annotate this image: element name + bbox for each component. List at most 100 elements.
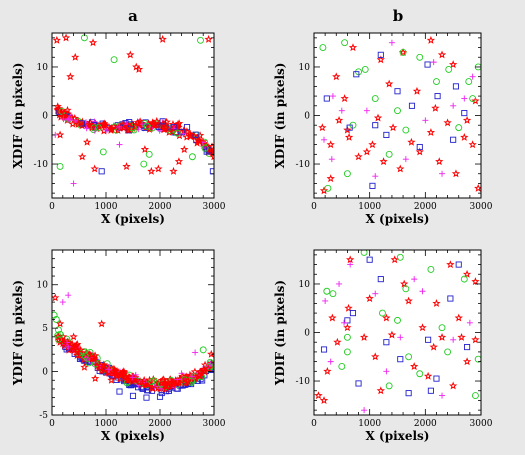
x-tick-label: 0 bbox=[49, 202, 55, 212]
red-star-point bbox=[431, 103, 440, 112]
green-circle-point bbox=[56, 330, 64, 338]
red-star-point bbox=[368, 140, 377, 149]
red-star-point bbox=[76, 345, 85, 354]
green-circle-point bbox=[90, 124, 98, 132]
plot-area bbox=[314, 250, 481, 415]
red-star-point bbox=[437, 332, 447, 341]
blue-square-point bbox=[344, 317, 351, 324]
magenta-plus-point bbox=[65, 115, 72, 122]
blue-square-point bbox=[349, 310, 357, 317]
green-circle-point bbox=[323, 287, 331, 295]
blue-square-point bbox=[192, 131, 199, 138]
blue-square-point bbox=[425, 336, 432, 343]
red-star-point bbox=[72, 341, 81, 350]
magenta-plus-point bbox=[329, 93, 336, 100]
green-circle-point bbox=[110, 56, 118, 64]
green-circle-point bbox=[455, 124, 463, 132]
magenta-plus-point bbox=[106, 366, 113, 373]
magenta-plus-point bbox=[430, 59, 437, 66]
green-circle-point bbox=[341, 39, 349, 47]
magenta-plus-point bbox=[439, 170, 446, 177]
red-star-point bbox=[204, 364, 213, 373]
plot-area bbox=[52, 250, 214, 415]
y-tick-label: 0 bbox=[304, 329, 310, 339]
red-star-point bbox=[119, 369, 129, 378]
red-star-point bbox=[328, 313, 337, 322]
magenta-plus-point bbox=[328, 156, 335, 163]
red-star-point bbox=[124, 121, 133, 130]
red-star-point bbox=[99, 360, 108, 369]
green-circle-point bbox=[188, 153, 196, 161]
red-star-point bbox=[346, 255, 355, 264]
magenta-plus-point bbox=[103, 127, 110, 134]
red-star-point bbox=[449, 381, 458, 390]
magenta-plus-point bbox=[361, 407, 368, 414]
x-axis-title: X (pixels) bbox=[101, 429, 165, 443]
x-axis-title: X (pixels) bbox=[101, 212, 165, 226]
blue-square-point bbox=[129, 392, 137, 399]
red-star-point bbox=[471, 96, 480, 105]
red-star-point bbox=[319, 186, 329, 195]
red-star-point bbox=[195, 367, 205, 376]
blue-square-point bbox=[394, 88, 401, 95]
x-tick-label: 0 bbox=[311, 202, 317, 212]
red-star-point bbox=[128, 120, 137, 129]
magenta-plus-point bbox=[383, 368, 390, 375]
red-star-point bbox=[376, 386, 385, 395]
red-star-point bbox=[158, 376, 167, 384]
red-star-point bbox=[74, 119, 83, 128]
green-circle-point bbox=[396, 253, 404, 261]
green-circle-point bbox=[385, 382, 393, 390]
red-star-point bbox=[66, 72, 75, 81]
green-circle-point bbox=[360, 250, 368, 256]
red-star-point bbox=[182, 132, 191, 141]
green-circle-point bbox=[324, 184, 332, 192]
x-tick-label: 2000 bbox=[149, 202, 172, 212]
magenta-plus-point bbox=[347, 261, 354, 268]
magenta-plus-point bbox=[139, 121, 146, 128]
green-circle-point bbox=[343, 333, 351, 341]
blue-square-point bbox=[116, 388, 123, 395]
red-star-point bbox=[55, 319, 65, 328]
green-circle-point bbox=[379, 309, 386, 317]
red-star-point bbox=[415, 147, 424, 156]
red-star-point bbox=[400, 279, 409, 288]
green-circle-point bbox=[361, 65, 369, 73]
red-star-point bbox=[407, 137, 416, 146]
blue-square-point bbox=[346, 124, 353, 131]
green-circle-point bbox=[173, 129, 181, 137]
red-star-point bbox=[126, 50, 135, 59]
red-star-point bbox=[454, 313, 463, 322]
y-tick-label: -10 bbox=[296, 377, 311, 387]
magenta-plus-point bbox=[65, 343, 72, 350]
panel-label-a: a bbox=[128, 7, 138, 25]
red-star-point bbox=[124, 374, 133, 383]
red-star-point bbox=[107, 123, 116, 132]
x-tick-label: 2000 bbox=[414, 202, 437, 212]
red-star-point bbox=[73, 351, 82, 359]
y-tick-label: 10 bbox=[299, 63, 311, 73]
red-star-point bbox=[110, 368, 120, 377]
magenta-plus-point bbox=[397, 334, 404, 341]
x-tick-label: 1000 bbox=[95, 419, 118, 429]
red-star-point bbox=[91, 374, 100, 383]
x-tick-label: 3000 bbox=[203, 419, 226, 429]
red-star-point bbox=[412, 86, 422, 95]
red-star-point bbox=[388, 123, 398, 132]
y-tick-label: 10 bbox=[37, 63, 49, 73]
blue-square-point bbox=[464, 344, 471, 351]
magenta-plus-point bbox=[180, 130, 187, 137]
red-star-point bbox=[334, 115, 344, 124]
red-star-point bbox=[432, 299, 441, 307]
green-circle-point bbox=[52, 311, 58, 319]
magenta-plus-point bbox=[411, 276, 418, 283]
y-tick-label: -5 bbox=[39, 411, 48, 421]
red-star-point bbox=[154, 164, 163, 173]
red-star-point bbox=[379, 157, 388, 166]
blue-square-point bbox=[424, 61, 431, 68]
green-circle-point bbox=[319, 44, 327, 52]
red-star-point bbox=[387, 330, 397, 339]
green-circle-point bbox=[338, 363, 346, 370]
red-star-point bbox=[122, 162, 131, 170]
blue-square-point bbox=[416, 143, 423, 151]
